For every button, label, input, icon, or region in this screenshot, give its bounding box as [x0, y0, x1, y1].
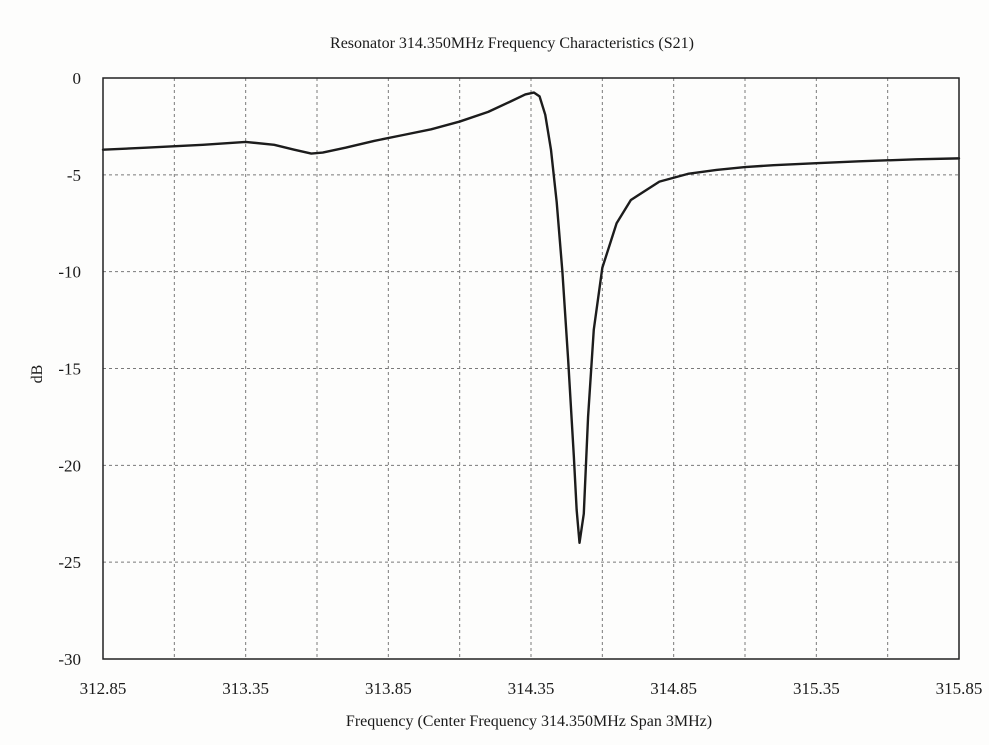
grid-layer: [103, 78, 959, 659]
y-axis-title: dB: [29, 365, 46, 384]
chart-title: Resonator 314.350MHz Frequency Character…: [330, 35, 694, 52]
x-tick-labels: 312.85 313.35 313.85 314.35 314.85 315.35 315.…: [80, 679, 983, 698]
x-tick-label: 315.35: [793, 679, 840, 698]
series-line-s21: [101, 91, 961, 544]
y-tick-label: -30: [58, 650, 81, 669]
y-tick-label: -10: [58, 263, 81, 282]
y-tick-label: -15: [58, 360, 81, 379]
y-tick-label: -20: [58, 456, 81, 475]
y-tick-label: -25: [58, 553, 81, 572]
x-axis-title: Frequency (Center Frequency 314.350MHz S…: [346, 713, 712, 730]
x-tick-label: 313.35: [222, 679, 269, 698]
series-layer: [101, 91, 961, 544]
plot-frame: [102, 77, 960, 660]
x-tick-label: 314.35: [508, 679, 555, 698]
x-tick-label: 312.85: [80, 679, 127, 698]
x-tick-label: 313.85: [365, 679, 412, 698]
x-tick-label: 314.85: [650, 679, 697, 698]
x-tick-label: 315.85: [936, 679, 983, 698]
y-tick-label: -5: [67, 166, 81, 185]
y-tick-labels: 0 -5 -10 -15 -20 -25 -30: [58, 69, 81, 669]
y-tick-label: 0: [73, 69, 82, 88]
